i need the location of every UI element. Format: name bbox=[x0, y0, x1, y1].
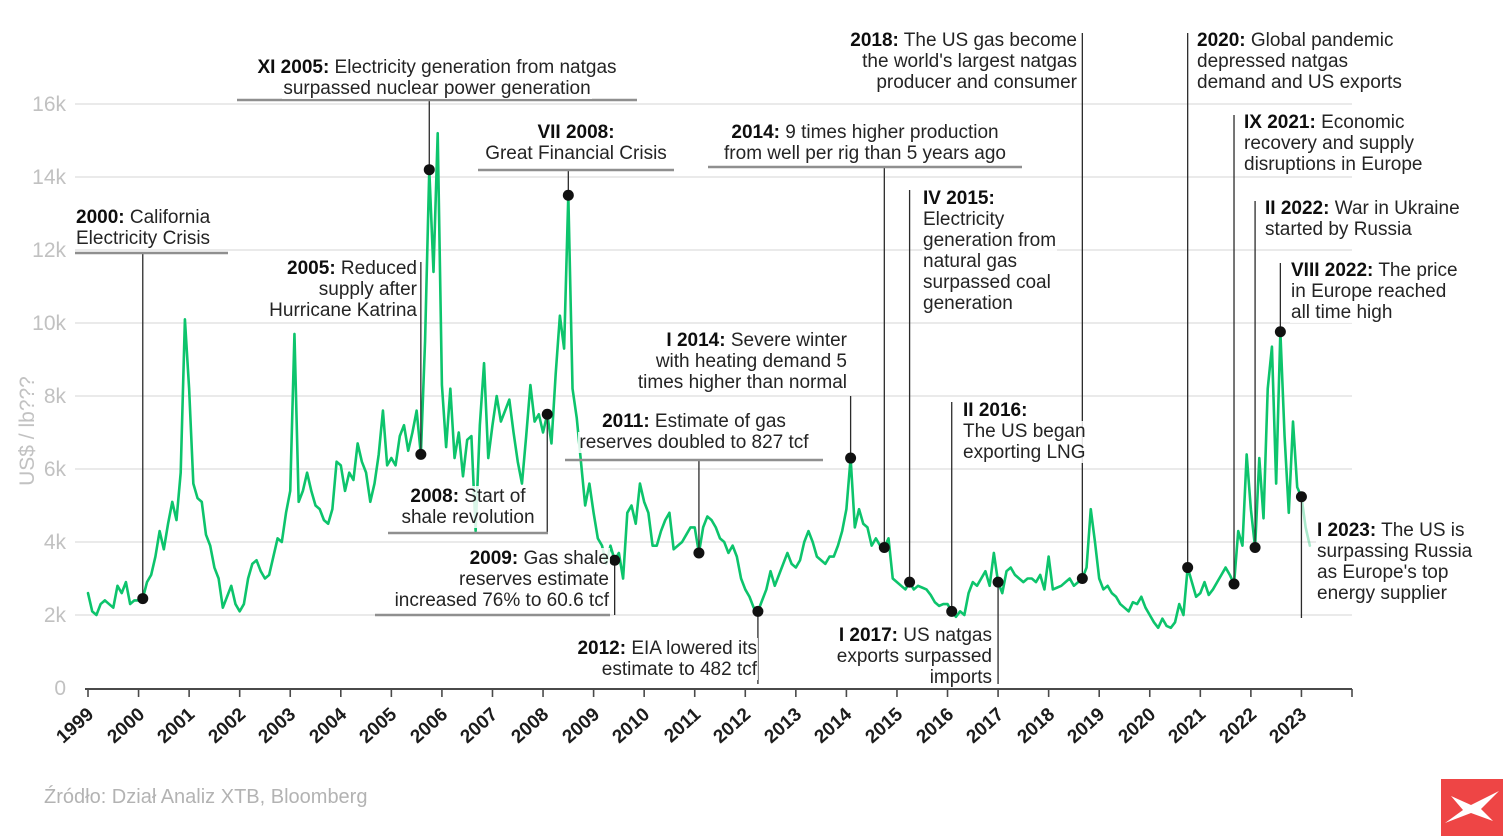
annotation-2009: 2009: Gas shale reserves estimate increase… bbox=[393, 548, 610, 611]
event-dot-viii2022 bbox=[1274, 326, 1286, 338]
event-dot-ii2016 bbox=[946, 605, 958, 617]
source-note: Źródło: Dział Analiz XTB, Bloomberg bbox=[44, 786, 368, 808]
event-dot-shale2008 bbox=[541, 408, 553, 420]
event-dot-ii2022 bbox=[1249, 541, 1261, 553]
annotation-viii2022: VIII 2022: The price in Europe reached all… bbox=[1290, 260, 1459, 323]
event-dot-2009 bbox=[609, 554, 621, 566]
annotation-shale2008: 2008: Start of shale revolution bbox=[400, 486, 536, 528]
event-dot-2000 bbox=[137, 593, 149, 605]
xtb-logo-mark bbox=[1441, 779, 1503, 836]
annotation-2014: 2014: 9 times higher production from well… bbox=[723, 122, 1007, 164]
event-dot-iv2015 bbox=[904, 576, 916, 588]
annotation-2000: 2000: California Electricity Crisis bbox=[75, 207, 212, 249]
annotation-xi2005: XI 2005: Electricity generation from nat… bbox=[256, 57, 618, 99]
event-dot-2020 bbox=[1182, 562, 1194, 574]
event-dot-i2023 bbox=[1295, 491, 1307, 503]
xtb-logo bbox=[1441, 779, 1503, 836]
event-dot-xi2005 bbox=[423, 164, 435, 176]
annotation-i2017: I 2017: US natgas exports surpassed import… bbox=[835, 625, 993, 688]
event-dot-2012 bbox=[752, 605, 764, 617]
event-dot-vii2008 bbox=[562, 189, 574, 201]
event-dot-i2017 bbox=[992, 576, 1004, 588]
y-tick-label-10k: 10k bbox=[32, 312, 66, 335]
y-tick-label-2k: 2k bbox=[43, 604, 66, 627]
event-dot-2011 bbox=[693, 547, 705, 559]
price-line bbox=[86, 131, 1303, 630]
annotation-i2023: I 2023: The US is surpassing Russia as Eur… bbox=[1316, 520, 1474, 604]
y-tick-label-16k: 16k bbox=[32, 93, 66, 116]
annotation-katrina2005: 2005: Reduced supply after Hurricane Katri… bbox=[268, 258, 418, 321]
event-dot-ix2021 bbox=[1228, 578, 1240, 590]
price-line-fade bbox=[1300, 495, 1312, 547]
event-dot-2018 bbox=[1076, 573, 1088, 584]
event-dot-2014 bbox=[878, 541, 890, 553]
annotation-ii2016: II 2016: The US began exporting LNG bbox=[962, 400, 1087, 463]
annotation-2020: 2020: Global pandemic depressed natgas dem… bbox=[1196, 30, 1403, 93]
y-tick-label-6k: 6k bbox=[43, 458, 66, 481]
y-tick-label-8k: 8k bbox=[43, 385, 66, 408]
event-dot-katrina2005 bbox=[415, 448, 427, 460]
annotation-ii2022: II 2022: War in Ukraine started by Russia bbox=[1264, 198, 1461, 240]
annotation-i2014: I 2014: Severe winter with heating demand… bbox=[636, 330, 848, 393]
annotation-vii2008: VII 2008: Great Financial Crisis bbox=[484, 122, 668, 164]
annotation-ix2021: IX 2021: Economic recovery and supply disr… bbox=[1243, 112, 1424, 175]
annotation-2012: 2012: EIA lowered its estimate to 482 tcf bbox=[576, 638, 758, 680]
y-tick-label-0: 0 bbox=[54, 677, 66, 700]
annotation-iv2015: IV 2015: Electricity generation from natura… bbox=[922, 188, 1058, 314]
y-tick-label-12k: 12k bbox=[32, 239, 66, 262]
y-tick-label-4k: 4k bbox=[43, 531, 66, 554]
event-dot-i2014 bbox=[845, 452, 857, 464]
y-tick-label-14k: 14k bbox=[32, 166, 66, 189]
annotation-2011: 2011: Estimate of gas reserves doubled to… bbox=[578, 411, 810, 453]
annotation-2018: 2018: The US gas become the world's large… bbox=[849, 30, 1078, 93]
